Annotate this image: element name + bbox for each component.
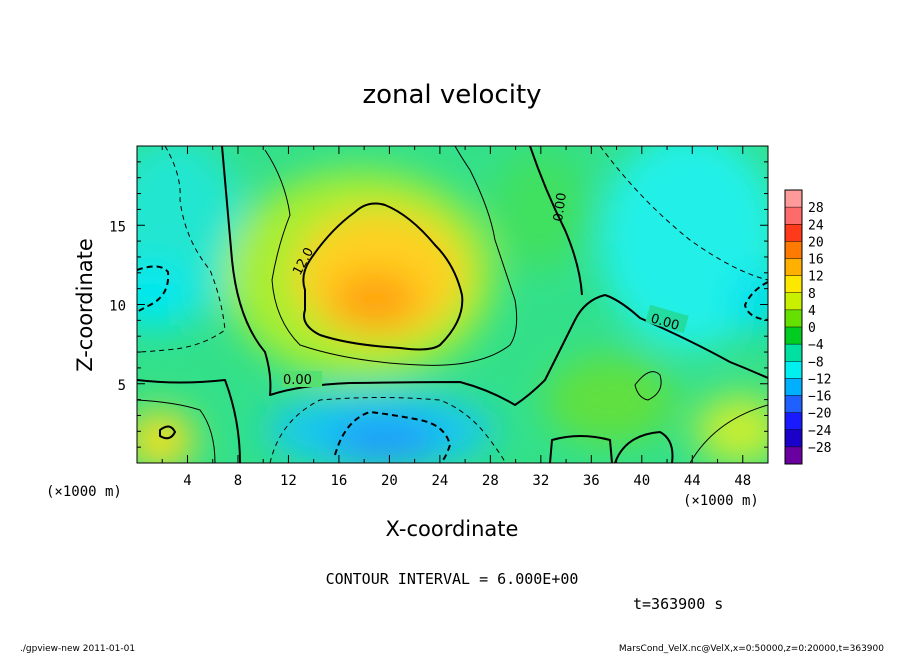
colorbar-swatch <box>785 207 802 225</box>
x-tick-label: 36 <box>583 473 600 489</box>
contour-line-6e <box>634 371 662 401</box>
x-unit-left: (×1000 m) <box>46 484 122 500</box>
colorbar-swatch <box>785 395 802 413</box>
field <box>137 146 768 463</box>
x-axis-label: X-coordinate <box>386 517 519 541</box>
x-tick-labels: 4 8 12 16 20 24 28 32 36 40 44 48 <box>183 473 751 489</box>
colorbar-label: −28 <box>808 441 831 456</box>
x-unit-right: (×1000 m) <box>683 493 759 509</box>
contour-line-neg12b <box>744 281 768 321</box>
x-tick-label: 28 <box>482 473 499 489</box>
colorbar-swatch <box>785 275 802 293</box>
footer-left: ./gpview-new 2011-01-01 <box>20 644 135 654</box>
x-tick-label: 32 <box>532 473 549 489</box>
contour-line-0e <box>614 431 674 463</box>
tick-marks <box>137 146 768 463</box>
colorbar-label: −24 <box>808 424 832 439</box>
colorbar-swatch <box>785 446 802 464</box>
contour-line-neg6b <box>599 146 768 281</box>
contour-line-neg6c <box>269 397 506 463</box>
contour-line-6 <box>159 425 176 440</box>
field-blob <box>730 270 768 330</box>
colorbar-label: −16 <box>808 390 831 405</box>
colorbar-label: 12 <box>808 270 824 285</box>
field-blob <box>490 150 590 270</box>
colorbar-swatch <box>785 190 802 208</box>
y-tick-label: 10 <box>109 299 126 315</box>
colorbar-label: −12 <box>808 372 831 387</box>
colorbar-label: 24 <box>808 218 824 233</box>
colorbar-label: 4 <box>808 304 816 319</box>
field-blob <box>330 422 440 458</box>
x-tick-label: 20 <box>381 473 398 489</box>
field-blob <box>137 260 190 330</box>
colorbar-swatch <box>785 412 802 430</box>
contour-line-6b <box>264 146 518 366</box>
colorbar-label: 20 <box>808 235 824 250</box>
contour-line-0b <box>529 146 583 296</box>
contour-line-6d <box>689 404 768 463</box>
contour-line-0c <box>137 379 241 463</box>
field-blob <box>330 272 420 328</box>
colorbar-swatch <box>785 241 802 259</box>
x-tick-label: 4 <box>183 473 191 489</box>
contour-label-bg <box>645 304 689 334</box>
colorbar-swatch <box>785 378 802 396</box>
x-tick-label: 12 <box>280 473 297 489</box>
y-tick-label: 15 <box>109 219 126 235</box>
colorbar-swatch <box>785 292 802 310</box>
colorbar-swatch <box>785 344 802 362</box>
contours <box>137 146 768 463</box>
colorbar-swatch <box>785 361 802 379</box>
contour-label: 0.00 <box>283 373 312 388</box>
colorbar-label: 16 <box>808 253 824 268</box>
colorbar-label: −20 <box>808 407 831 422</box>
colorbar-swatch <box>785 429 802 447</box>
colorbar-swatch <box>785 258 802 276</box>
time-label: t=363900 s <box>633 595 723 613</box>
colorbar-swatch <box>785 327 802 345</box>
field-blob <box>545 355 675 445</box>
contour-line-6c <box>137 399 216 463</box>
x-tick-label: 44 <box>684 473 701 489</box>
contour-line-0 <box>221 146 768 406</box>
colorbar-label: −8 <box>808 355 824 370</box>
contour-label-bg <box>282 371 322 387</box>
x-tick-label: 40 <box>633 473 650 489</box>
contour-line-neg6 <box>137 146 226 353</box>
field-blob <box>695 395 768 463</box>
field-blob <box>600 146 768 350</box>
x-tick-label: 48 <box>734 473 751 489</box>
colorbar-label: −4 <box>808 338 824 353</box>
contour-line-neg12 <box>137 265 170 313</box>
contour-line-12 <box>302 202 464 351</box>
y-tick-labels: 5 10 15 <box>109 219 126 394</box>
colorbar-swatch <box>785 224 802 242</box>
chart-title: zonal velocity <box>362 80 541 110</box>
contour-label: 0.00 <box>551 192 570 223</box>
contour-line-neg12c <box>334 411 451 463</box>
field-blob <box>137 410 195 463</box>
y-tick-label: 5 <box>118 378 126 394</box>
colorbar-label: 0 <box>808 321 816 336</box>
colorbar-label: 28 <box>808 201 824 216</box>
footer-right: MarsCond_VelX.nc@VelX,x=0:50000,z=0:2000… <box>619 644 884 654</box>
colorbar: 28 24 20 16 12 8 4 0 −4 −8 −12 −16 −20 −24 −28 <box>784 189 832 465</box>
contour-line-0d <box>549 435 613 463</box>
colorbar-swatch <box>785 309 802 327</box>
x-tick-label: 16 <box>330 473 347 489</box>
x-tick-label: 24 <box>431 473 448 489</box>
contour-interval: CONTOUR INTERVAL = 6.000E+00 <box>326 570 579 588</box>
colorbar-label: 8 <box>808 287 816 302</box>
y-axis-label: Z-coordinate <box>73 238 97 372</box>
x-tick-label: 8 <box>234 473 242 489</box>
